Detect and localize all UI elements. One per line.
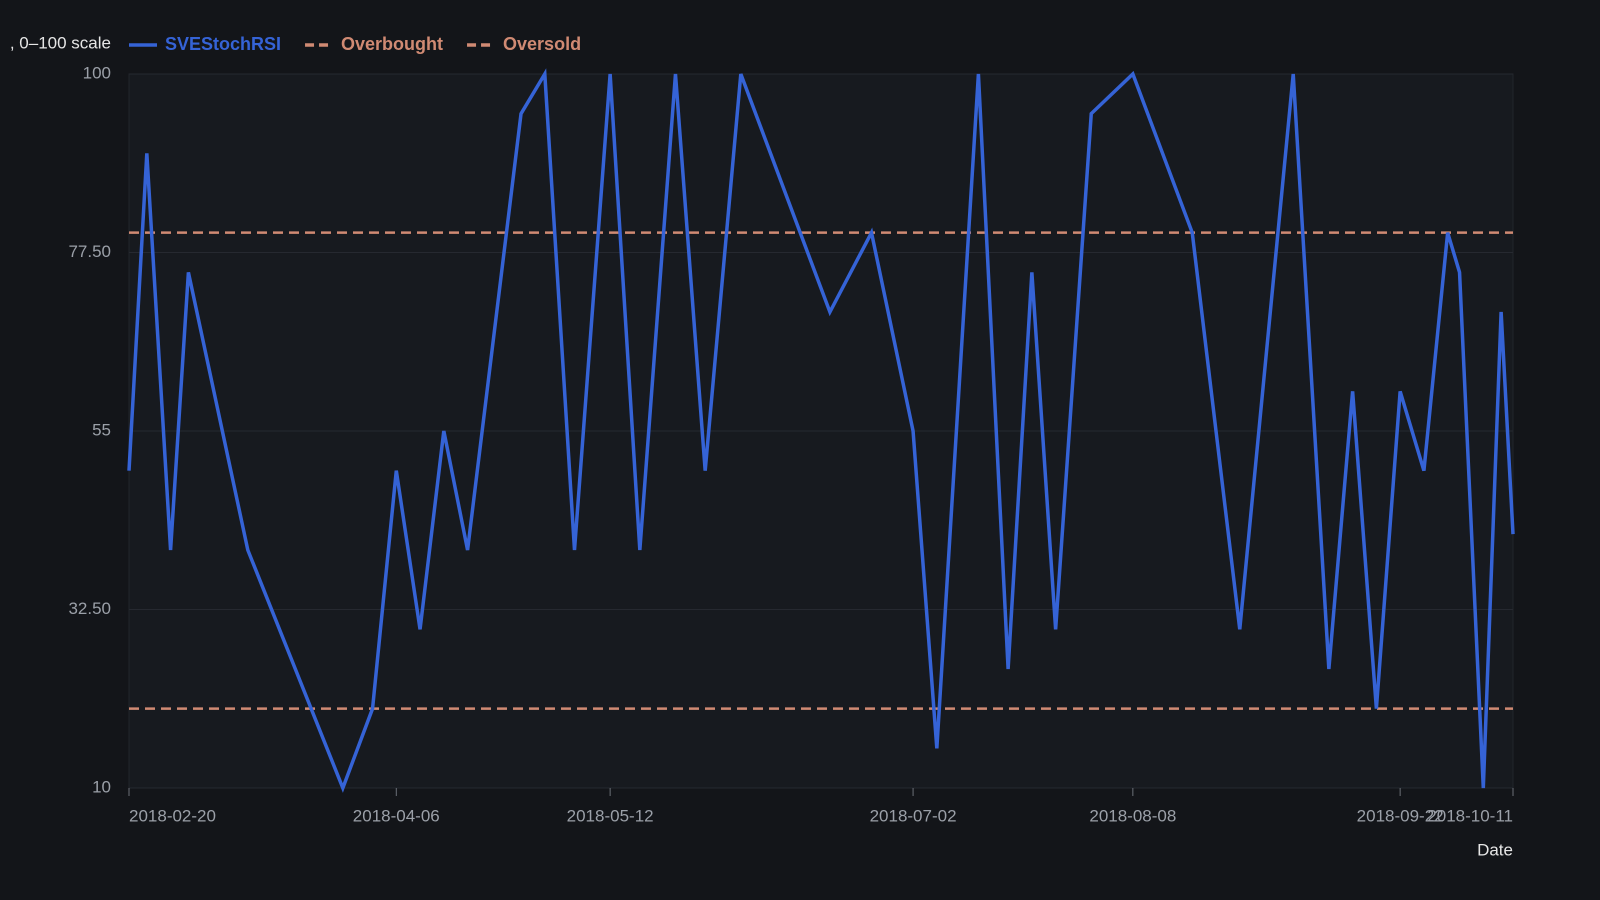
x-tick-label: 2018-10-11 <box>1427 806 1513 825</box>
x-tick-label: 2018-07-02 <box>870 806 957 825</box>
legend-label: Oversold <box>503 34 581 54</box>
x-tick-label: 2018-02-20 <box>129 806 216 825</box>
x-axis-label: Date <box>1477 840 1513 859</box>
legend-label: SVEStochRSI <box>165 34 281 54</box>
y-tick-label: 32.50 <box>68 599 111 618</box>
x-tick-label: 2018-08-08 <box>1089 806 1176 825</box>
legend-title: , 0–100 scale <box>10 33 111 52</box>
y-tick-label: 55 <box>92 420 111 439</box>
y-tick-label: 100 <box>83 63 111 82</box>
y-tick-label: 77.50 <box>68 242 111 261</box>
y-tick-label: 10 <box>92 777 111 796</box>
x-tick-label: 2018-09-22 <box>1357 806 1444 825</box>
legend-label: Overbought <box>341 34 443 54</box>
series-line <box>127 68 1515 793</box>
x-tick-label: 2018-04-06 <box>353 806 440 825</box>
x-tick-label: 2018-05-12 <box>567 806 654 825</box>
